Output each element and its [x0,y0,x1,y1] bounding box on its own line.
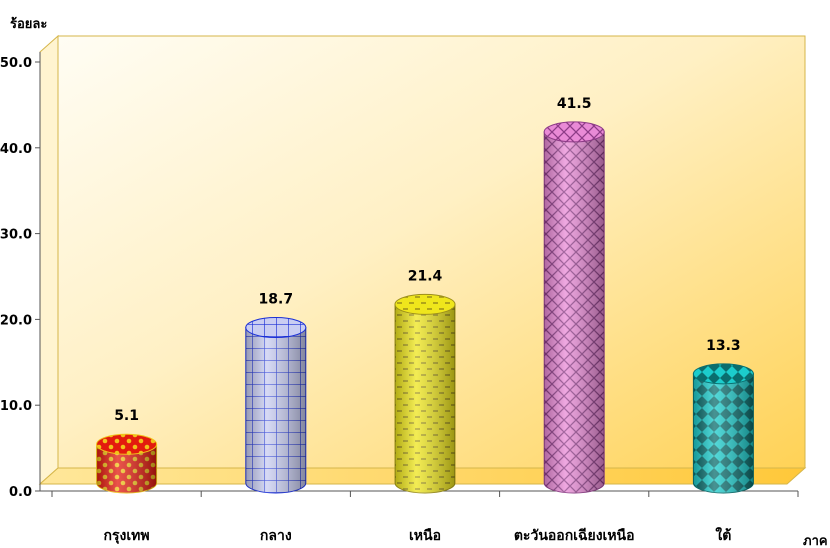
bar-top [692,363,754,385]
x-tick-label: ใต้ [715,526,731,544]
bar-top [96,433,158,455]
y-tick-label: 40.0 [0,142,32,157]
left-wall [39,34,59,486]
y-tick-label: 0.0 [9,485,32,500]
data-label: 21.4 [408,268,443,284]
bar-3 [394,293,456,494]
x-tick-label: กลาง [260,528,292,544]
y-ticks: 0.0 10.0 20.0 30.0 40.0 50.0 [0,56,40,500]
x-tick-label: เหนือ [409,528,441,544]
data-labels: 5.1 18.7 21.4 41.5 13.3 [114,96,740,424]
data-label: 13.3 [706,338,741,354]
y-tick-label: 30.0 [0,228,32,243]
y-tick-label: 50.0 [0,56,32,71]
bar-4 [543,121,605,494]
bar-top [245,317,307,339]
bar-top [543,121,605,143]
y-tick-label: 20.0 [0,313,32,328]
y-tick-label: 10.0 [0,399,32,414]
x-tick-label: กรุงเทพ [104,528,150,544]
bar-2 [245,317,307,494]
x-tick-label: ตะวันออกเฉียงเหนือ [514,528,635,544]
x-ticks: กรุงเทพ กลาง เหนือ ตะวันออกเฉียงเหนือ ใต้ [51,491,799,544]
y-axis-title: ร้อยละ [10,16,47,32]
data-label: 41.5 [557,96,592,112]
bar-5 [692,363,754,494]
bar-top [394,293,456,315]
data-label: 5.1 [114,408,139,424]
x-axis-title: ภาค [803,534,828,548]
data-label: 18.7 [259,292,294,308]
bar-1 [96,433,158,494]
bars [96,121,754,494]
